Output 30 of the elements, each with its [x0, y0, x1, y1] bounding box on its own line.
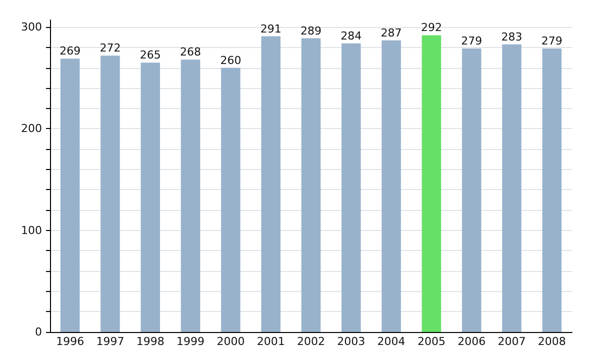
data-label: 292	[420, 21, 442, 34]
data-label: 289	[300, 24, 322, 38]
y-tick-label: 200	[21, 122, 42, 136]
x-tick-label: 2006	[458, 335, 486, 348]
data-label: 291	[260, 22, 282, 36]
data-label: 283	[501, 30, 522, 44]
x-tick-label: 1999	[176, 335, 205, 348]
data-label: 279	[541, 34, 562, 48]
data-label: 268	[180, 46, 202, 59]
x-tick-label: 2008	[538, 335, 566, 348]
data-label: 265	[140, 48, 161, 62]
y-tick-label: 100	[21, 224, 42, 237]
x-tick-label: 2007	[498, 335, 526, 348]
x-tick-label: 2003	[337, 335, 366, 348]
x-tick-label: 2002	[297, 335, 325, 348]
data-label: 287	[380, 26, 402, 40]
data-label: 284	[340, 29, 362, 42]
data-label: 260	[220, 54, 242, 67]
data-label: 269	[60, 44, 81, 58]
data-label: 272	[100, 42, 121, 55]
x-tick-label: 2004	[377, 335, 406, 348]
data-label: 279	[461, 34, 482, 48]
x-tick-label: 2005	[417, 335, 446, 348]
y-tick-label: 300	[21, 20, 42, 34]
x-tick-label: 1998	[136, 335, 164, 348]
y-tick-label: 0	[35, 326, 42, 338]
x-tick-label: 1996	[56, 335, 84, 348]
x-tick-label: 2000	[216, 335, 245, 348]
x-tick-label: 1997	[96, 335, 124, 348]
x-tick-label: 2001	[256, 335, 285, 348]
